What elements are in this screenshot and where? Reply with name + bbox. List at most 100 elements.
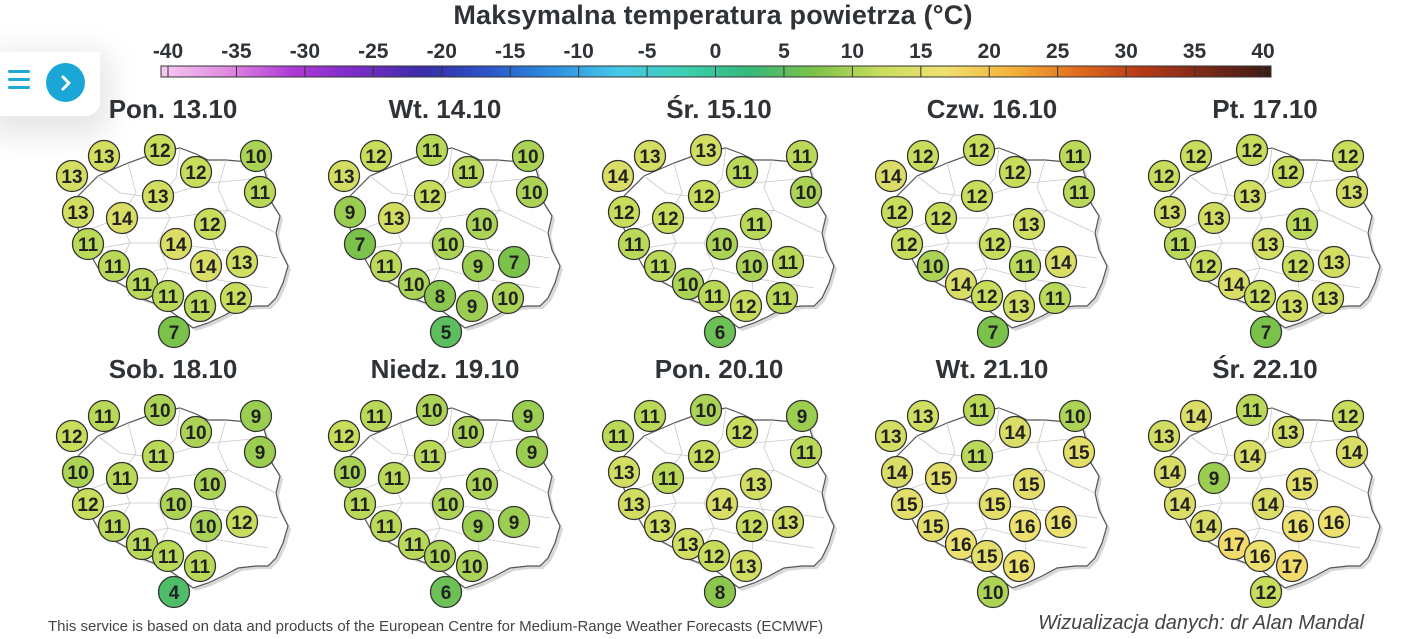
temperature-value: 13 — [1203, 209, 1224, 230]
temperature-station: 13 — [327, 159, 361, 193]
temperature-value: 11 — [158, 547, 179, 568]
colorbar-tick-label: 20 — [977, 40, 1001, 63]
temperature-station: 10 — [333, 455, 367, 489]
temperature-station: 11 — [151, 279, 185, 313]
temperature-station: 14 — [705, 487, 739, 521]
temperature-station: 12 — [1249, 575, 1283, 609]
temperature-value: 6 — [441, 583, 452, 604]
temperature-value: 11 — [420, 447, 441, 468]
temperature-station: 15 — [916, 509, 950, 543]
temperature-station: 11 — [105, 461, 139, 495]
temperature-station: 10 — [916, 249, 950, 283]
temperature-station: 12 — [1281, 249, 1315, 283]
temperature-value: 13 — [912, 407, 933, 428]
temperature-value: 12 — [1004, 163, 1025, 184]
temperature-station: 12 — [55, 419, 89, 453]
temperature-station: 14 — [105, 201, 139, 235]
temperature-value: 11 — [1015, 257, 1036, 278]
temperature-value: 13 — [231, 253, 252, 274]
temperature-value: 12 — [1337, 147, 1358, 168]
temperature-station: 13 — [1002, 289, 1036, 323]
temperature-station: 11 — [960, 439, 994, 473]
temperature-value: 13 — [745, 475, 766, 496]
temperature-station: 11 — [397, 527, 431, 561]
day-forecast-map: Pon. 13.10 13 12 10 13 12 11 13 13 14 12 11 14 11 14 13… — [48, 94, 298, 354]
colorbar-tick-label: 30 — [1114, 40, 1138, 63]
temperature-station: 14 — [1335, 435, 1369, 469]
temperature-station: 10 — [735, 249, 769, 283]
temperature-station: 13 — [141, 179, 175, 213]
temperature-station: 10 — [1058, 399, 1092, 433]
temperature-value: 14 — [886, 463, 908, 484]
temperature-value: 12 — [735, 297, 756, 318]
temperature-value: 10 — [677, 275, 698, 296]
temperature-station: 11 — [1058, 139, 1092, 173]
temperature-station: 9 — [455, 289, 489, 323]
temperature-value: 13 — [333, 167, 354, 188]
temperature-station: 11 — [962, 393, 996, 427]
temperature-value: 14 — [1257, 495, 1279, 516]
temperature-station: 12 — [1179, 139, 1213, 173]
temperature-value: 14 — [1050, 253, 1072, 274]
temperature-station: 10 — [397, 267, 431, 301]
temperature-value: 12 — [199, 215, 220, 236]
day-forecast-map: Śr. 15.10 13 13 11 14 11 10 12 12 12 11 11 10 11 10 11 1… — [594, 94, 844, 354]
temperature-station: 13 — [377, 201, 411, 235]
temperature-station: 11 — [1235, 393, 1269, 427]
temperature-value: 10 — [982, 583, 1003, 604]
temperature-station: 11 — [1062, 175, 1096, 209]
temperature-value: 13 — [880, 427, 901, 448]
temperature-station: 10 — [465, 467, 499, 501]
temperature-value: 13 — [1277, 423, 1298, 444]
temperature-value: 14 — [1004, 423, 1026, 444]
temperature-value: 11 — [132, 275, 153, 296]
temperature-station: 13 — [225, 245, 259, 279]
temperature-value: 16 — [1287, 517, 1308, 538]
temperature-station: 17 — [1275, 549, 1309, 583]
temperature-station: 15 — [890, 487, 924, 521]
temperature-value: 13 — [1341, 183, 1362, 204]
temperature-station: 14 — [880, 455, 914, 489]
temperature-value: 10 — [695, 401, 716, 422]
temperature-value: 11 — [608, 427, 629, 448]
temperature-station: 15 — [924, 461, 958, 495]
temperature-station: 16 — [1281, 509, 1315, 543]
temperature-value: 11 — [112, 469, 133, 490]
temperature-value: 10 — [741, 257, 762, 278]
temperature-value: 12 — [613, 203, 634, 224]
temperature-value: 9 — [797, 407, 808, 428]
temperature-value: 17 — [1281, 557, 1302, 578]
temperature-value: 10 — [437, 235, 458, 256]
temperature-station: 11 — [243, 175, 277, 209]
temperature-station: 4 — [157, 575, 191, 609]
temperature-station: 10 — [515, 175, 549, 209]
temperature-value: 12 — [185, 163, 206, 184]
temperature-value: 16 — [1050, 513, 1071, 534]
temperature-station: 11 — [765, 281, 799, 315]
temperature-value: 13 — [1008, 297, 1029, 318]
temperature-value: 12 — [365, 147, 386, 168]
temperature-station: 13 — [55, 159, 89, 193]
temperature-station: 11 — [725, 155, 759, 189]
temperature-station: 15 — [1285, 467, 1319, 501]
temperature-value: 12 — [77, 495, 98, 516]
temperature-value: 11 — [366, 407, 387, 428]
temperature-value: 12 — [886, 203, 907, 224]
poland-map: 1312101312111313141211141114131111121311… — [55, 133, 291, 349]
hamburger-menu-icon[interactable] — [8, 70, 30, 92]
temperature-station: 11 — [377, 461, 411, 495]
temperature-station: 13 — [1153, 195, 1187, 229]
day-forecast-map: Wt. 14.10 12 11 10 13 11 10 12 9 13 10 7 10 11 9 7 10 8 9 1… — [320, 94, 570, 354]
expand-button[interactable] — [46, 63, 85, 102]
temperature-value: 12 — [1277, 163, 1298, 184]
temperature-station: 12 — [607, 195, 641, 229]
temperature-value: 13 — [147, 187, 168, 208]
colorbar-tick-label: 10 — [840, 40, 865, 63]
temperature-station: 12 — [1331, 399, 1365, 433]
temperature-value: 13 — [649, 517, 670, 538]
temperature-value: 13 — [677, 535, 698, 556]
temperature-station: 11 — [183, 289, 217, 323]
temperature-station: 12 — [962, 133, 996, 167]
